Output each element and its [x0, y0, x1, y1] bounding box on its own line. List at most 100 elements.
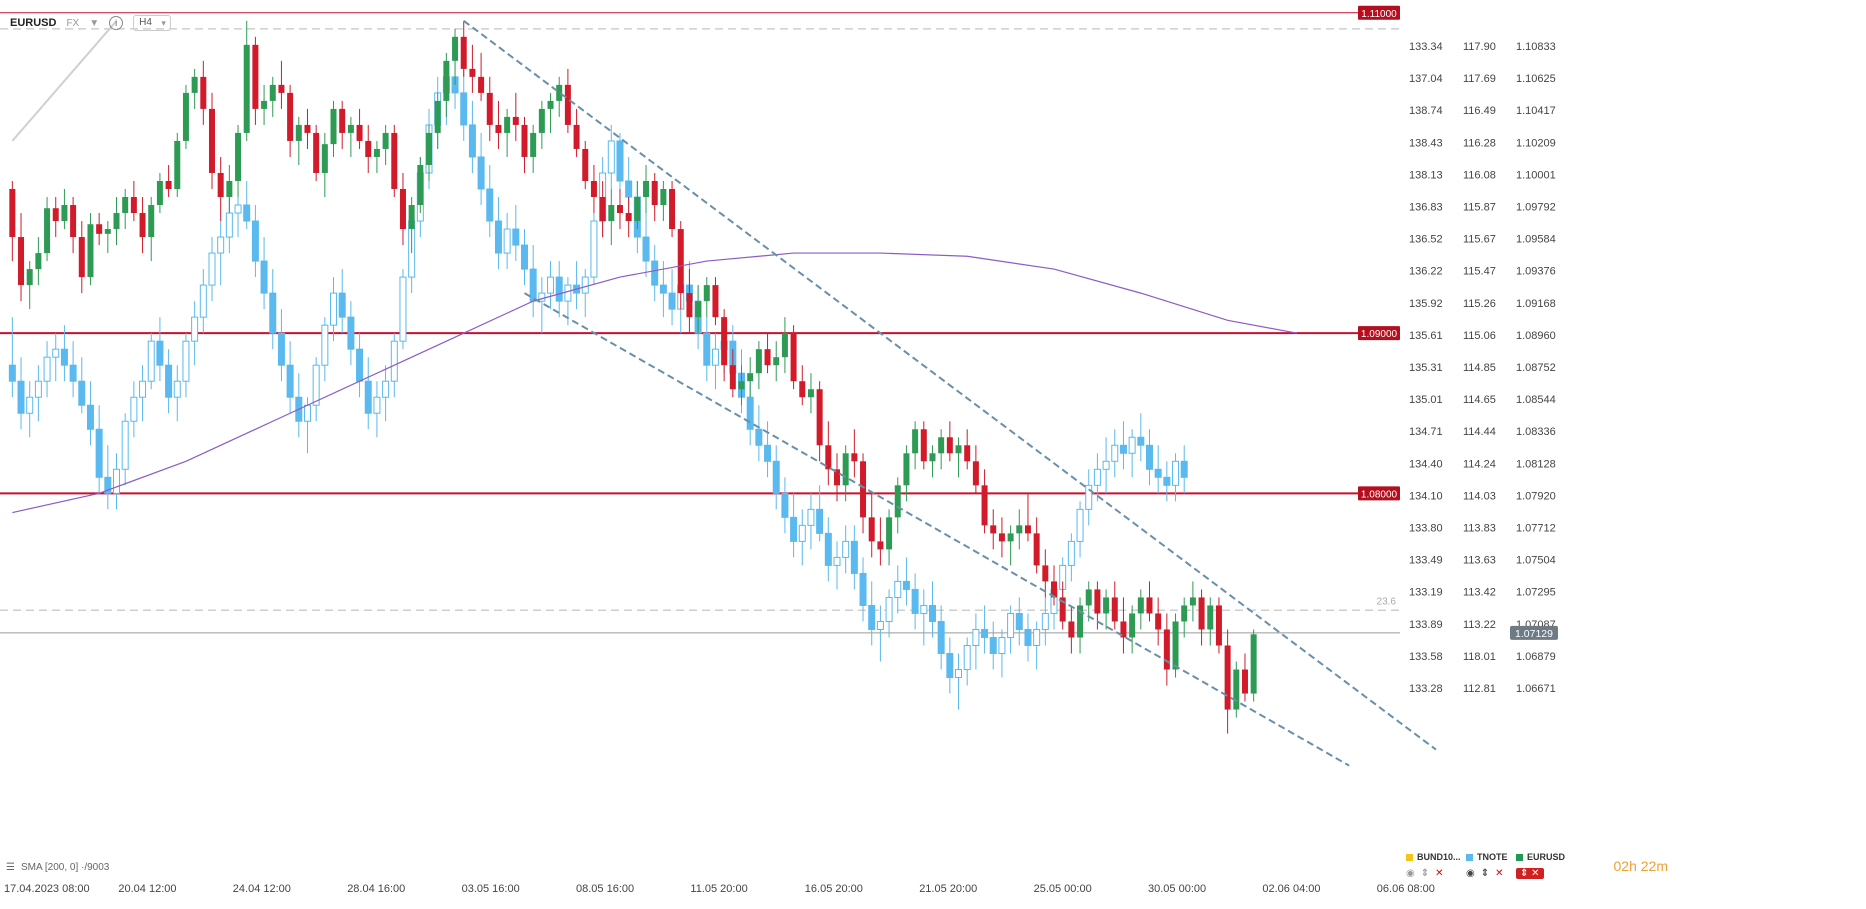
eurusd-candle-body [96, 224, 103, 234]
tnote-candle-body [52, 348, 60, 358]
eurusd-candle-body [1129, 613, 1136, 638]
price-level-tag [1358, 5, 1400, 20]
eurusd-candle-body [339, 108, 346, 133]
eurusd-candle-body [972, 461, 979, 486]
current-price-tag [1510, 625, 1558, 640]
tnote-candle-body [17, 380, 25, 414]
eurusd-candle-body [1042, 565, 1049, 582]
tnote-candle-body [529, 268, 537, 302]
close-icon[interactable]: ✕ [1435, 868, 1444, 879]
eurusd-candle-body [1016, 525, 1023, 534]
eurusd-candle-body [235, 132, 242, 181]
eurusd-candle-body [347, 124, 354, 133]
tnote-candle-body [225, 212, 233, 238]
eurusd-settings-button[interactable]: ⇕ ✕ [1516, 868, 1544, 879]
eurusd-candle-body [478, 76, 485, 93]
eurusd-tick-label: 1.08336 [1516, 426, 1556, 438]
eurusd-candle-body [460, 36, 467, 69]
tnote-candle-body [538, 292, 546, 302]
tnote-candle-body [963, 644, 971, 671]
eurusd-candle-body [373, 148, 380, 157]
tnote-candle-body [373, 396, 381, 414]
tnote-tick-label: 113.83 [1463, 523, 1496, 535]
info-icon[interactable]: i [109, 16, 124, 30]
time-tick-label: 16.05 20:00 [805, 883, 863, 895]
eurusd-candle-body [1189, 597, 1196, 606]
tnote-candle-body [286, 364, 294, 398]
legend-tnote[interactable]: TNOTE ◉ ⇕ ✕ [1466, 852, 1508, 879]
eurusd-candle-body [321, 144, 328, 173]
time-tick-label: 06.06 08:00 [1377, 883, 1435, 895]
eurusd-candle-body [764, 349, 771, 366]
legend-eurusd-label: EURUSD [1527, 852, 1566, 862]
eurusd-tick-label: 1.10209 [1516, 137, 1556, 149]
sma-indicator-label[interactable]: SMA [200, 0] ·/9003 [20, 862, 110, 873]
tnote-candle-body [616, 140, 624, 182]
tnote-tick-label: 116.49 [1463, 105, 1496, 117]
tnote-candle-body [1102, 460, 1110, 470]
menu-icon[interactable]: ☰ [6, 862, 15, 873]
eurusd-candle-body [44, 208, 51, 254]
legend-eurusd[interactable]: EURUSD ⇕ ✕ [1516, 852, 1565, 879]
tnote-candle-body [625, 180, 633, 198]
eye-icon[interactable]: ◉ [1406, 868, 1415, 879]
time-tick-label: 20.04 12:00 [118, 883, 176, 895]
eurusd-candle-body [1094, 589, 1101, 614]
dropdown-icon[interactable]: ▼ [89, 17, 100, 29]
eurusd-candle-body [1111, 597, 1118, 622]
tnote-tick-label: 116.28 [1463, 137, 1496, 149]
indicator-label-bar[interactable]: ☰ SMA [200, 0] ·/9003 [6, 862, 109, 873]
tnote-candle-body [1154, 468, 1162, 478]
eurusd-candles [9, 20, 1257, 734]
tnote-candle-body [590, 220, 598, 278]
eurusd-candle-body [894, 485, 901, 518]
eurusd-tick-label: 1.08128 [1516, 458, 1556, 470]
eurusd-candle-body [61, 205, 68, 222]
eurusd-candle-body [816, 389, 823, 446]
tnote-candle-body [659, 284, 667, 294]
eurusd-candle-body [26, 269, 33, 286]
eurusd-candle-body [547, 100, 554, 109]
eurusd-candle-body [590, 180, 597, 198]
tnote-candle-body [781, 492, 789, 518]
bund-tick-label: 133.80 [1409, 523, 1443, 535]
tnote-candle-body [911, 588, 919, 614]
symbol-label[interactable]: EURUSD [10, 17, 57, 29]
eurusd-tick-label: 1.07295 [1516, 587, 1556, 599]
eurusd-candle-body [217, 172, 224, 198]
legend-bund[interactable]: BUND10... ◉ ⇕ ✕ [1406, 852, 1461, 879]
eurusd-candle-body [538, 108, 545, 133]
eurusd-candle-body [52, 208, 59, 222]
tnote-candle-body [130, 396, 138, 422]
eurusd-tick-label: 1.08960 [1516, 330, 1556, 342]
eurusd-candle-body [1033, 533, 1040, 566]
eurusd-candle-body [851, 453, 858, 462]
interval-select[interactable]: H4 ▾ [133, 15, 171, 31]
tnote-tick-label: 117.69 [1463, 73, 1496, 85]
tnote-candle-body [868, 604, 876, 630]
eurusd-candle-body [261, 100, 268, 109]
tnote-candle-body [1041, 612, 1049, 630]
eurusd-candle-body [686, 293, 693, 318]
sort-icon[interactable]: ⇕ [1420, 868, 1430, 879]
eurusd-tick-label: 1.06671 [1516, 683, 1556, 695]
price-level-tag [1358, 486, 1400, 501]
close-icon[interactable]: ✕ [1495, 868, 1504, 879]
tnote-candle-body [312, 364, 320, 406]
price-level-tag [1358, 326, 1400, 341]
eurusd-candle-body [1155, 613, 1162, 630]
eurusd-candle-body [677, 229, 684, 294]
eurusd-candle-body [1241, 669, 1248, 694]
tnote-candle-body [173, 380, 181, 398]
eurusd-candle-body [842, 453, 849, 486]
eye-icon[interactable]: ◉ [1466, 868, 1475, 879]
bund-tick-label: 135.01 [1409, 394, 1443, 406]
sort-icon[interactable]: ⇕ [1480, 868, 1490, 879]
bund-tick-label: 133.58 [1409, 651, 1443, 663]
eurusd-tick-label: 1.06879 [1516, 651, 1556, 663]
tnote-candle-body [746, 396, 754, 430]
candle-timer: 02h 22m [1613, 858, 1668, 874]
tnote-candle-body [69, 364, 77, 382]
tnote-tick-label: 116.08 [1463, 169, 1496, 181]
